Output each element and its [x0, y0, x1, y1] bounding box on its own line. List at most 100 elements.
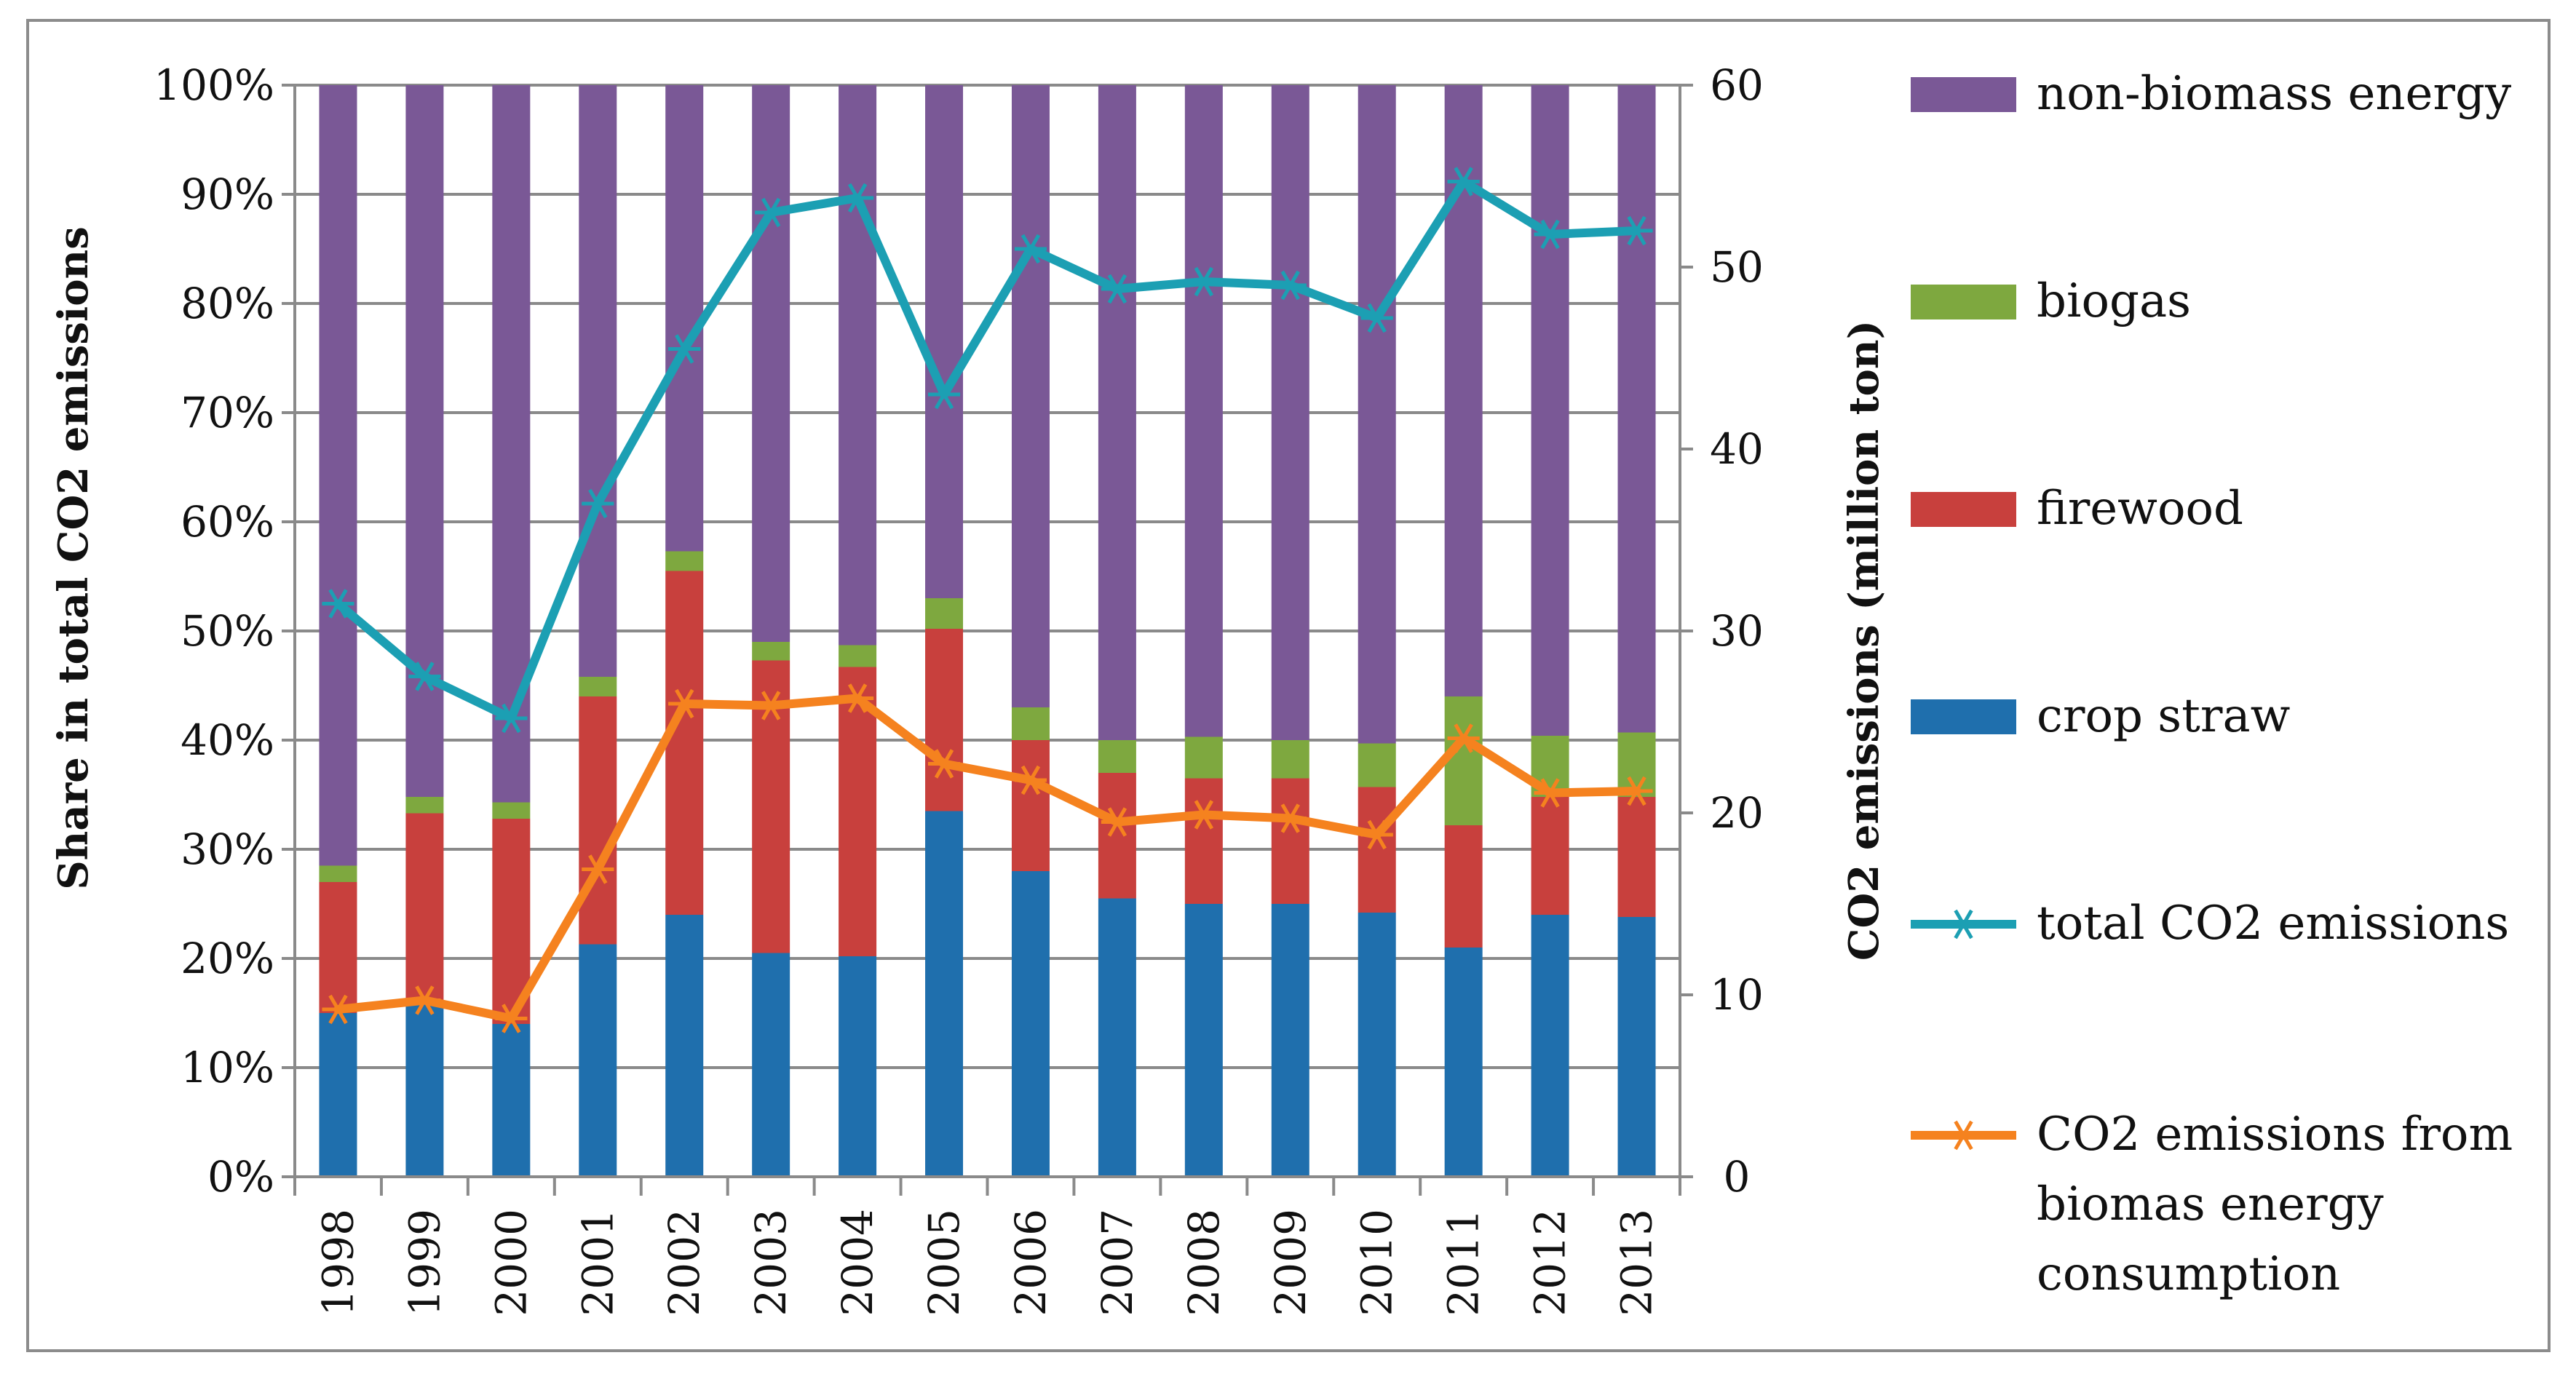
marker-CO2-emissions-from-biomas-energy-consumption-2012	[1534, 778, 1566, 808]
x-tick-label: 2010	[1352, 1209, 1402, 1316]
x-tick-label: 2007	[1093, 1209, 1142, 1316]
bar-firewood-2006	[1011, 740, 1050, 871]
legend-swatch	[1911, 699, 2016, 734]
legend-swatch	[1911, 285, 2016, 319]
x-tick-label: 2012	[1526, 1209, 1575, 1316]
line-total-CO2-emissions	[333, 177, 1641, 723]
legend-swatch	[1911, 77, 2016, 112]
bar-firewood-2010	[1358, 787, 1396, 913]
y2-tick-label: 10	[1710, 970, 1764, 1020]
marker-total-CO2-emissions-2013	[1620, 215, 1653, 246]
marker-total-CO2-emissions-2002	[668, 334, 701, 364]
x-tick-label: 1998	[313, 1209, 362, 1316]
bar-biogas-2010	[1358, 743, 1396, 787]
bar-biogas-2007	[1098, 740, 1136, 773]
marker-total-CO2-emissions-2007	[1101, 274, 1133, 304]
bar-non-biomass-energy-2002	[665, 85, 704, 552]
bar-biogas-2005	[925, 598, 964, 629]
bar-firewood-2002	[665, 571, 704, 915]
bar-biogas-2011	[1444, 696, 1483, 825]
legend-label: consumption	[2037, 1247, 2340, 1301]
bar-biogas-2000	[492, 802, 531, 819]
marker-CO2-emissions-from-biomas-energy-consumption-2004	[841, 683, 874, 713]
marker-total-CO2-emissions-2005	[928, 379, 961, 410]
legend-item-firewood: firewood	[1911, 482, 2243, 536]
y-tick-label: 50%	[181, 606, 274, 656]
bar-crop-straw-2004	[839, 956, 877, 1177]
marker-total-CO2-emissions-2006	[1014, 234, 1047, 264]
bar-non-biomass-energy-1999	[405, 85, 444, 797]
marker-CO2-emissions-from-biomas-energy-consumption-2002	[668, 688, 701, 719]
bar-crop-straw-2013	[1617, 917, 1656, 1177]
bar-firewood-2012	[1531, 797, 1569, 915]
marker-total-CO2-emissions-1998	[322, 589, 354, 619]
x-tick-label: 2005	[919, 1209, 969, 1316]
legend-label: crop straw	[2037, 689, 2290, 743]
legend-label: total CO2 emissions	[2037, 897, 2509, 950]
bar-biogas-2008	[1184, 736, 1223, 779]
bar-non-biomass-energy-2009	[1271, 85, 1309, 740]
y-tick-label: 60%	[181, 497, 274, 547]
bar-non-biomass-energy-2006	[1011, 85, 1050, 707]
y-tick-label: 20%	[181, 934, 274, 983]
bar-non-biomass-energy-2003	[752, 85, 790, 642]
x-tick-label: 1999	[400, 1209, 449, 1316]
y2-tick-label: 30	[1710, 606, 1764, 656]
bar-crop-straw-2003	[752, 953, 790, 1177]
y2-axis-label: CO2 emissions (million ton)	[1840, 320, 1888, 961]
y2-tick-label: 40	[1710, 424, 1764, 474]
bar-crop-straw-2012	[1531, 915, 1569, 1177]
y2-tick-label: 0	[1724, 1152, 1751, 1202]
bar-firewood-2011	[1444, 825, 1483, 948]
bar-non-biomass-energy-2011	[1444, 85, 1483, 696]
bar-biogas-1998	[319, 865, 357, 882]
x-tick-label: 2006	[1006, 1209, 1055, 1316]
y-tick-label: 10%	[181, 1043, 274, 1092]
bar-crop-straw-2009	[1271, 904, 1309, 1177]
bar-biogas-2001	[579, 677, 617, 696]
marker-CO2-emissions-from-biomas-energy-consumption-2003	[755, 691, 788, 720]
legend-item-biogas: biogas	[1911, 274, 2191, 328]
legend-item-total-CO2-emissions: total CO2 emissions	[1911, 897, 2509, 950]
legend: non-biomass energy biogas firewood crop str…	[1911, 67, 2513, 1301]
legend-item-non-biomass-energy: non-biomass energy	[1911, 67, 2511, 121]
bar-crop-straw-2000	[492, 1024, 531, 1177]
bar-biogas-2013	[1617, 732, 1656, 797]
x-tick-label: 2002	[659, 1209, 709, 1316]
y2-tick-label: 20	[1710, 788, 1764, 838]
line-layer	[322, 167, 1653, 1033]
bar-crop-straw-2006	[1011, 871, 1050, 1177]
marker-total-CO2-emissions-2004	[841, 183, 874, 213]
bar-biogas-2009	[1271, 740, 1309, 779]
bar-firewood-2007	[1098, 773, 1136, 899]
y2-tick-label: 60	[1710, 60, 1764, 110]
marker-total-CO2-emissions-2012	[1534, 219, 1566, 250]
x-tick-label: 2009	[1266, 1209, 1315, 1316]
bar-non-biomass-energy-2008	[1184, 85, 1223, 737]
marker-total-CO2-emissions-2008	[1187, 266, 1220, 297]
bar-biogas-2006	[1011, 707, 1050, 740]
bar-crop-straw-2001	[579, 944, 617, 1177]
marker-CO2-emissions-from-biomas-energy-consumption-2007	[1101, 807, 1133, 837]
bar-crop-straw-1998	[319, 1013, 357, 1177]
y-tick-label: 100%	[154, 60, 274, 110]
legend-label: CO2 emissions from	[2037, 1108, 2513, 1161]
bar-non-biomass-energy-2012	[1531, 85, 1569, 736]
bar-non-biomass-energy-2004	[839, 85, 877, 646]
bar-non-biomass-energy-1998	[319, 85, 357, 866]
legend-swatch	[1911, 492, 2016, 527]
legend-swatch-marker	[1947, 1120, 1980, 1151]
marker-CO2-emissions-from-biomas-energy-consumption-2005	[928, 749, 961, 779]
x-tick-label: 2011	[1439, 1209, 1489, 1316]
y-tick-label: 80%	[181, 279, 274, 328]
bar-crop-straw-2011	[1444, 948, 1483, 1177]
marker-total-CO2-emissions-2011	[1447, 167, 1480, 196]
bar-firewood-2001	[579, 696, 617, 945]
y-tick-label: 0%	[207, 1152, 274, 1202]
marker-CO2-emissions-from-biomas-energy-consumption-2008	[1187, 800, 1220, 830]
bar-firewood-2005	[925, 629, 964, 811]
marker-CO2-emissions-from-biomas-energy-consumption-2000	[495, 1004, 528, 1033]
marker-total-CO2-emissions-2000	[495, 703, 528, 734]
marker-CO2-emissions-from-biomas-energy-consumption-1999	[408, 985, 441, 1015]
